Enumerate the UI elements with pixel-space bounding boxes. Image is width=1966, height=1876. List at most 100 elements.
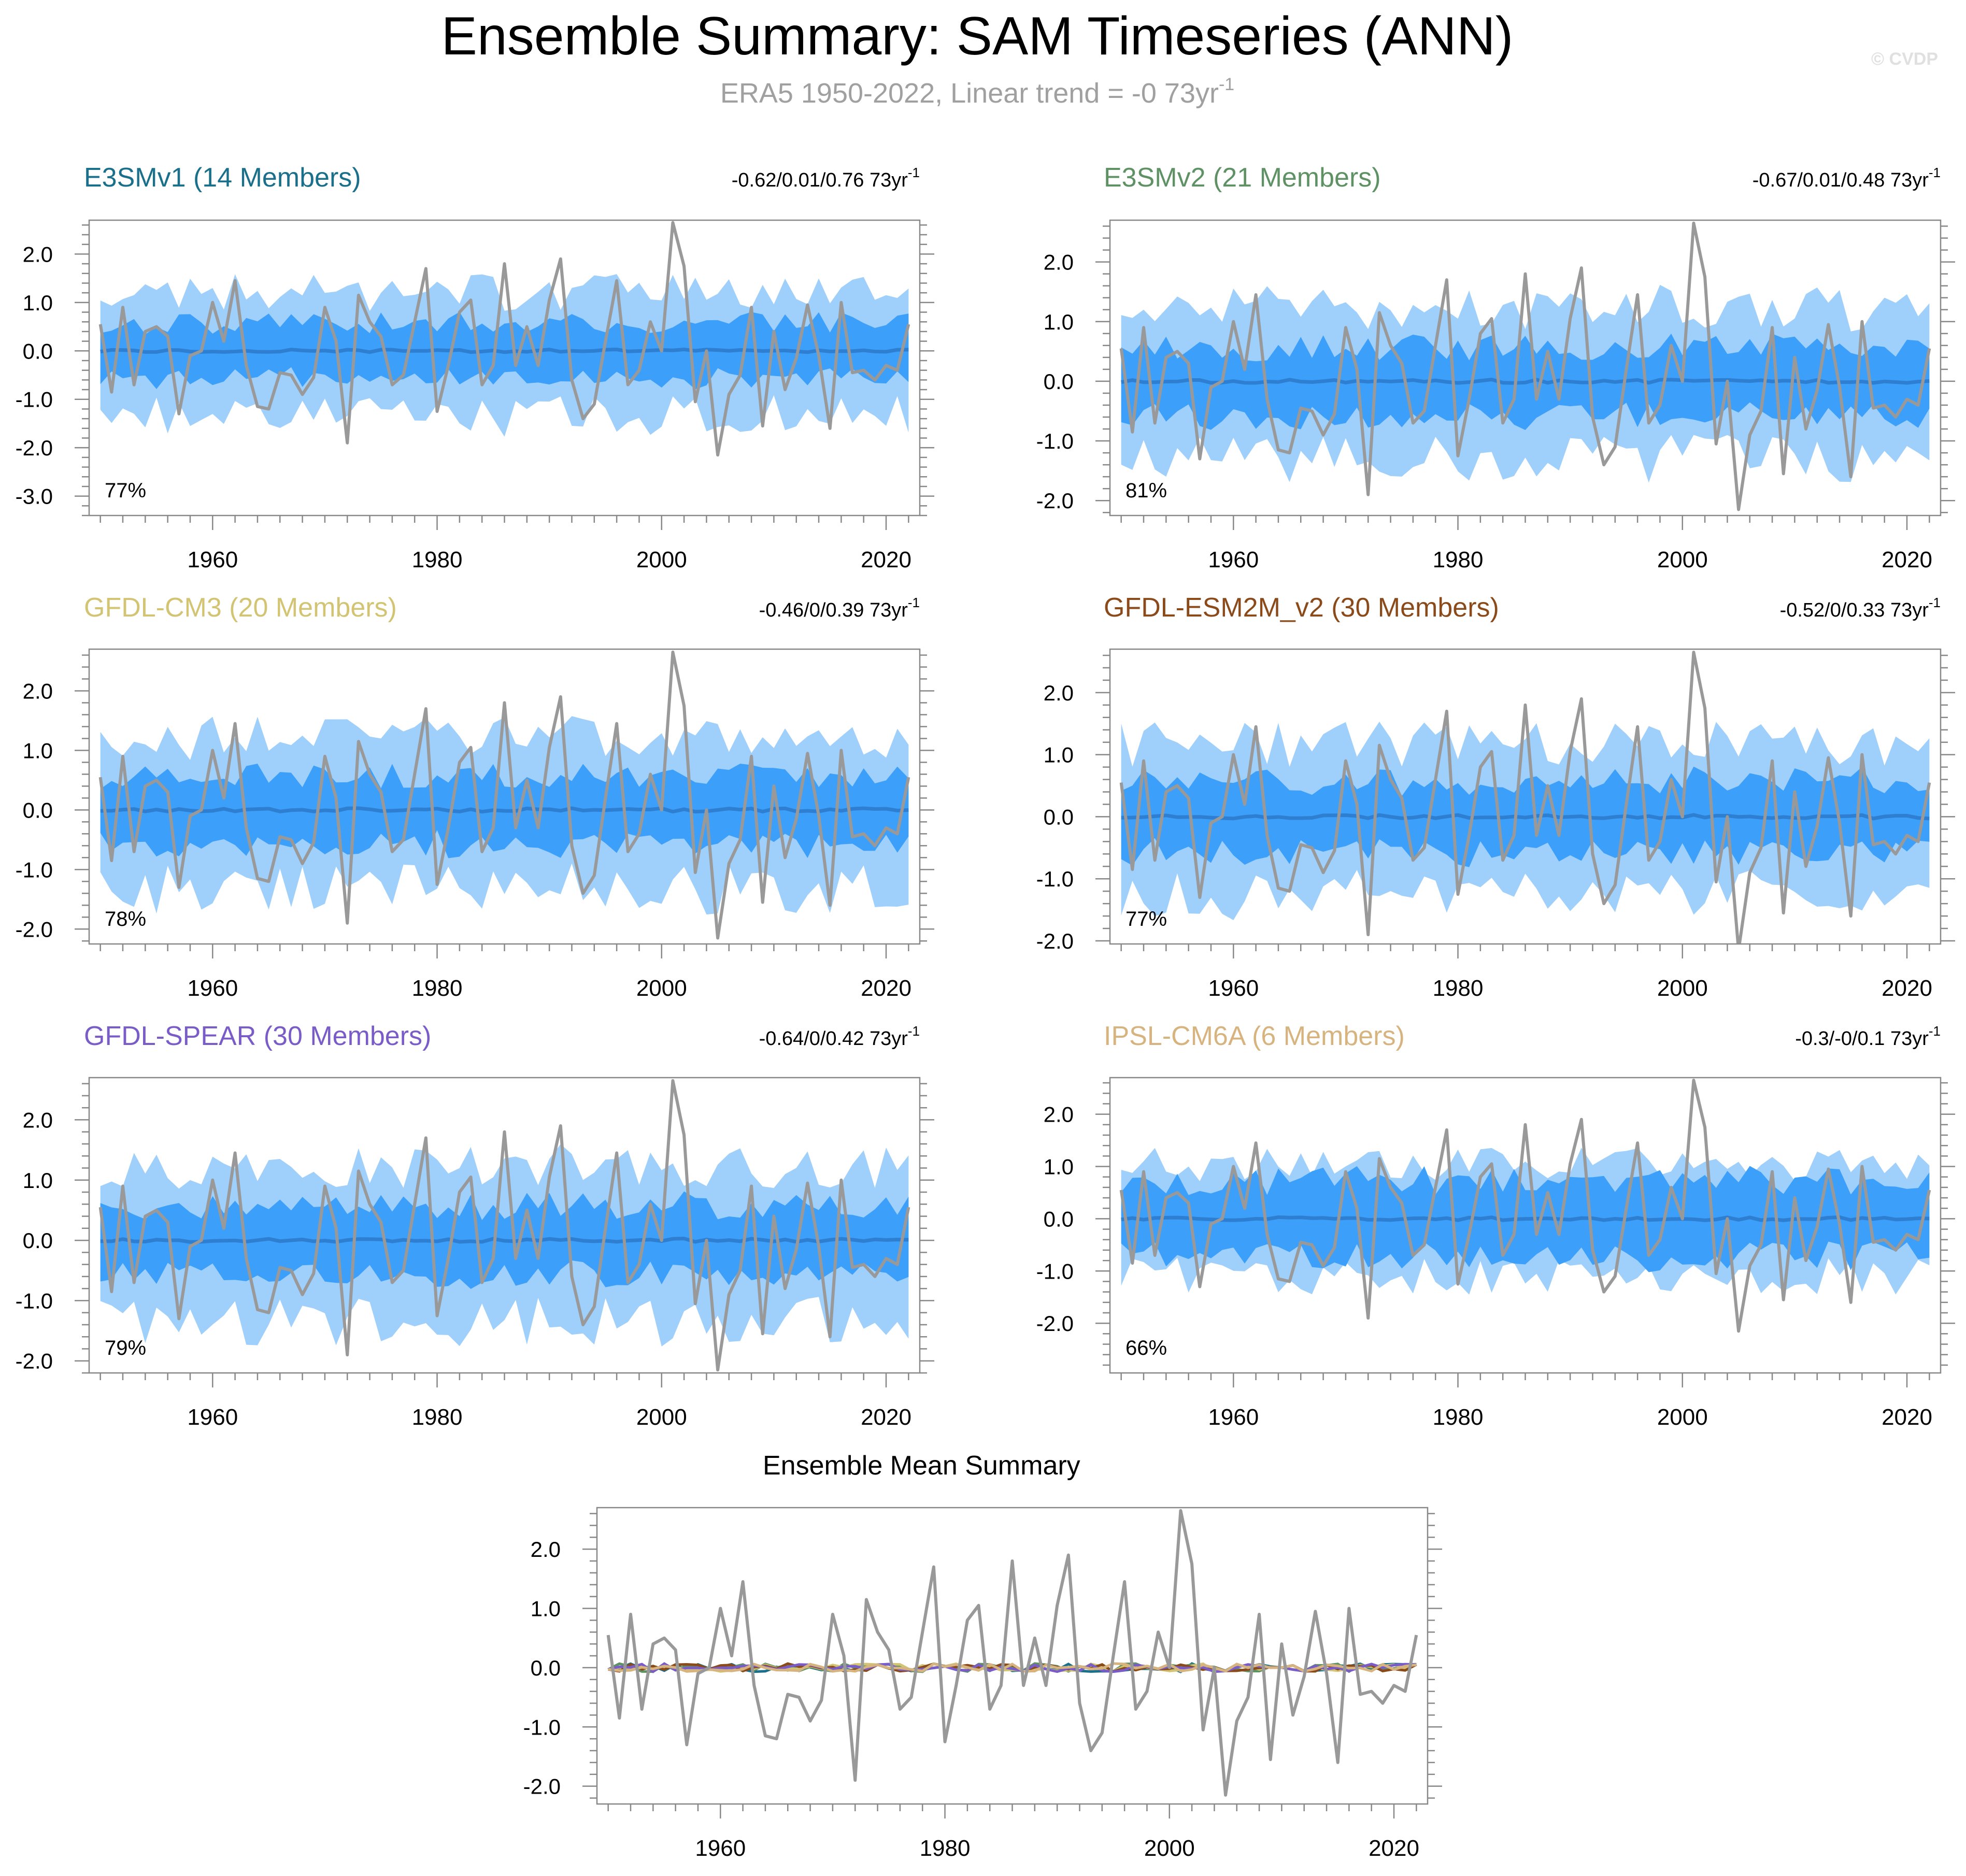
x-axis-e3smv1: 1960 1980 2000 2020 xyxy=(99,515,911,572)
x-tick-label: 2020 xyxy=(861,547,911,572)
x-tick-label: 1980 xyxy=(412,1405,463,1430)
y-tick-label: -2.0 xyxy=(16,436,53,460)
panel-e3smv2: E3SMv2 (21 Members) -0.67/0.01/0.48 73yr-… xyxy=(1036,163,1955,572)
ensemble-mean-line-gfdl-spear xyxy=(100,1237,909,1244)
y-tick-label: 0.0 xyxy=(23,339,53,363)
y-tick-label: 2.0 xyxy=(1044,250,1074,275)
trend-sup-e3smv2: -1 xyxy=(1929,165,1941,180)
y-axis-gfdl-cm3: 2.0 1.0 0.0 -1.0 -2.0 xyxy=(16,654,934,942)
plot-frame-ensemble-mean-summary xyxy=(596,1507,1429,1805)
trend-sup-e3smv1: -1 xyxy=(908,165,920,180)
figure-subtitle-sup: -1 xyxy=(1219,75,1234,94)
x-tick-label: 2000 xyxy=(1657,547,1708,572)
panel-e3smv1: E3SMv1 (14 Members) -0.62/0.01/0.76 73yr-… xyxy=(16,163,934,572)
observations-line-ensemble-mean-summary xyxy=(606,1509,1418,1797)
plot-area-gfdl-esm2m-v2 xyxy=(1119,650,1931,944)
ensemble-mean-line-ipsl-cm6a xyxy=(1121,1215,1930,1222)
plot-area-e3smv1 xyxy=(98,221,910,457)
x-tick-label: 1960 xyxy=(1208,1405,1259,1430)
panel-gfdl-spear: GFDL-SPEAR (30 Members) -0.64/0/0.42 73yr… xyxy=(16,1021,934,1430)
y-tick-label: 1.0 xyxy=(23,738,53,763)
x-tick-label: 1960 xyxy=(187,1405,238,1430)
ensemble-mean-line-gfdl-esm2m-v2 xyxy=(1121,813,1930,821)
trend-label-e3smv2: -0.67/0.01/0.48 73yr-1 xyxy=(1753,165,1941,191)
x-axis-ensemble-mean-summary: 1960 1980 2000 2020 xyxy=(607,1804,1419,1861)
x-tick-label: 1960 xyxy=(1208,547,1259,572)
trend-value-e3smv2: -0.67/0.01/0.48 73yr xyxy=(1753,169,1929,191)
observations-line-e3smv2 xyxy=(1119,221,1931,511)
y-tick-label: 1.0 xyxy=(1044,1155,1074,1179)
ensemble-mean-line-e3smv2 xyxy=(1121,377,1930,385)
y-tick-label: 2.0 xyxy=(1044,1102,1074,1127)
y-tick-label: -2.0 xyxy=(16,917,53,941)
y-axis-ipsl-cm6a: 2.0 1.0 0.0 -1.0 -2.0 xyxy=(1036,1082,1955,1366)
percent-label-gfdl-cm3: 78% xyxy=(105,908,146,930)
y-tick-label: -1.0 xyxy=(1036,867,1074,891)
y-tick-label: -2.0 xyxy=(16,1349,53,1373)
panel-title-ipsl-cm6a: IPSL-CM6A (6 Members) xyxy=(1104,1021,1405,1051)
x-tick-label: 1960 xyxy=(187,547,238,572)
plot-area-ensemble-mean-summary xyxy=(606,1509,1418,1797)
y-axis-gfdl-spear: 2.0 1.0 0.0 -1.0 -2.0 xyxy=(16,1083,934,1374)
y-tick-label: 2.0 xyxy=(23,1108,53,1132)
y-tick-label: -1.0 xyxy=(1036,429,1074,453)
x-tick-label: 1980 xyxy=(412,976,463,1001)
y-tick-label: 1.0 xyxy=(23,1168,53,1193)
figure-subtitle: ERA5 1950-2022, Linear trend = -0 73yr-1 xyxy=(720,75,1234,109)
percent-label-e3smv2: 81% xyxy=(1126,479,1167,502)
x-tick-label: 1960 xyxy=(187,976,238,1001)
y-tick-label: -1.0 xyxy=(16,857,53,882)
x-axis-ipsl-cm6a: 1960 1980 2000 2020 xyxy=(1120,1373,1932,1430)
panel-gfdl-cm3: GFDL-CM3 (20 Members) -0.46/0/0.39 73yr-1… xyxy=(16,593,934,1001)
y-axis-e3smv2: 2.0 1.0 0.0 -1.0 -2.0 xyxy=(1036,225,1955,513)
ensemble-mean-line-e3smv1 xyxy=(100,348,909,354)
plot-area-gfdl-cm3 xyxy=(98,650,910,940)
percent-label-ipsl-cm6a: 66% xyxy=(1126,1337,1167,1359)
panel-ipsl-cm6a: IPSL-CM6A (6 Members) -0.3/-0/0.1 73yr-1 2… xyxy=(1036,1021,1955,1430)
panel-ensemble-mean-summary: Ensemble Mean Summary 2.0 1.0 0.0 -1.0 -2.0 19… xyxy=(523,1451,1442,1861)
y-tick-label: 0.0 xyxy=(1044,805,1074,829)
trend-value-ipsl-cm6a: -0.3/-0/0.1 73yr xyxy=(1795,1028,1929,1050)
trend-value-gfdl-spear: -0.64/0/0.42 73yr xyxy=(759,1028,908,1050)
observations-line-gfdl-cm3 xyxy=(98,650,910,940)
y-tick-label: -1.0 xyxy=(16,1288,53,1313)
panel-title-ensemble-mean-summary: Ensemble Mean Summary xyxy=(763,1451,1080,1481)
trend-label-e3smv1: -0.62/0.01/0.76 73yr-1 xyxy=(732,165,920,191)
panel-gfdl-esm2m-v2: GFDL-ESM2M_v2 (30 Members) -0.52/0/0.33 7… xyxy=(1036,593,1955,1001)
panels: E3SMv1 (14 Members) -0.62/0.01/0.76 73yr-… xyxy=(16,163,1955,1861)
x-tick-label: 1960 xyxy=(695,1836,746,1861)
percent-label-e3smv1: 77% xyxy=(105,479,146,502)
y-tick-label: -1.0 xyxy=(1036,1259,1074,1283)
y-tick-label: -2.0 xyxy=(523,1774,561,1799)
y-axis-ensemble-mean-summary: 2.0 1.0 0.0 -1.0 -2.0 xyxy=(523,1513,1442,1799)
trend-sup-gfdl-cm3: -1 xyxy=(908,595,920,610)
y-tick-label: 2.0 xyxy=(531,1537,561,1562)
observations-line-ipsl-cm6a xyxy=(1119,1079,1931,1333)
figure-subtitle-main: ERA5 1950-2022, Linear trend = -0 73yr xyxy=(720,78,1219,109)
x-tick-label: 2020 xyxy=(1882,547,1932,572)
x-axis-gfdl-cm3: 1960 1980 2000 2020 xyxy=(99,944,911,1001)
ensemble-mean-series-ipsl-cm6a xyxy=(608,1662,1417,1673)
trend-value-gfdl-cm3: -0.46/0/0.39 73yr xyxy=(759,599,908,621)
trend-label-gfdl-cm3: -0.46/0/0.39 73yr-1 xyxy=(759,595,920,621)
y-tick-label: 0.0 xyxy=(23,1228,53,1253)
x-tick-label: 1980 xyxy=(1433,1405,1484,1430)
y-tick-label: 2.0 xyxy=(23,242,53,266)
x-tick-label: 2000 xyxy=(636,976,687,1001)
observations-line-gfdl-spear xyxy=(98,1079,910,1372)
ensemble-mean-line-gfdl-cm3 xyxy=(100,806,909,814)
y-tick-label: 0.0 xyxy=(1044,369,1074,394)
y-tick-label: 0.0 xyxy=(1044,1207,1074,1231)
y-axis-e3smv1: 2.0 1.0 0.0 -1.0 -2.0 -3.0 xyxy=(16,224,934,517)
percent-label-gfdl-spear: 79% xyxy=(105,1337,146,1359)
panel-title-gfdl-esm2m-v2: GFDL-ESM2M_v2 (30 Members) xyxy=(1104,593,1499,623)
y-tick-label: -1.0 xyxy=(523,1715,561,1739)
percent-label-gfdl-esm2m-v2: 77% xyxy=(1126,908,1167,930)
y-tick-label: 0.0 xyxy=(23,798,53,822)
observations-line-gfdl-esm2m-v2 xyxy=(1119,650,1931,944)
trend-sup-gfdl-esm2m-v2: -1 xyxy=(1929,595,1941,610)
x-tick-label: 2020 xyxy=(1882,1405,1932,1430)
y-tick-label: 1.0 xyxy=(1044,310,1074,334)
x-tick-label: 2000 xyxy=(1657,1405,1708,1430)
